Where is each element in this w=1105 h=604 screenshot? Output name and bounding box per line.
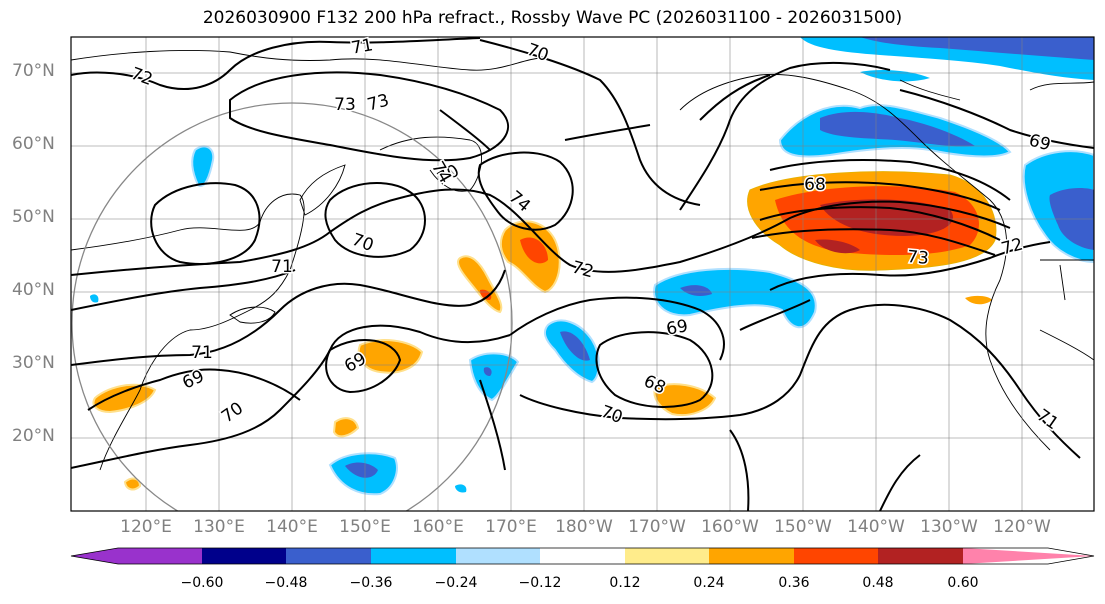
positive-anomaly-ne-pacific-max	[820, 199, 953, 236]
colorbar-swatch-5	[540, 548, 625, 564]
contour-label: 71	[350, 35, 375, 58]
colorbar-swatch-6	[625, 548, 709, 564]
lat-label-60n: 60°N	[12, 134, 55, 154]
contour-label: 71	[191, 343, 213, 363]
lon-label-160w: 160°W	[701, 517, 759, 537]
colorbar-tick-label: 0.60	[947, 575, 979, 591]
shaded-anomalies	[90, 37, 1094, 496]
lon-label-120w: 120°W	[993, 517, 1051, 537]
negative-anomaly-160w	[653, 267, 817, 329]
lat-label-50n: 50°N	[12, 207, 55, 227]
lon-label-160e: 160°E	[412, 517, 464, 537]
colorbar-swatch-0	[118, 548, 202, 564]
lat-label-30n: 30°N	[12, 353, 55, 373]
lon-label-150w: 150°W	[774, 517, 832, 537]
colorbar-min-arrow	[71, 548, 118, 564]
contours	[71, 37, 1094, 511]
colorbar-swatch-2	[286, 548, 371, 564]
lon-label-130e: 130°E	[193, 517, 245, 537]
reference-circle	[71, 102, 513, 511]
colorbar-tick-label: 0.48	[862, 575, 894, 591]
colorbar-swatch-7	[709, 548, 794, 564]
colorbar-swatch-3	[371, 548, 456, 564]
lat-label-70n: 70°N	[12, 61, 55, 81]
colorbar-swatch-9	[878, 548, 963, 564]
contour-label: 69	[665, 316, 690, 339]
contour-label: 68	[804, 175, 826, 195]
contour-label: 71	[271, 257, 293, 277]
colorbar-tick-label: −0.48	[264, 575, 308, 591]
colorbar-swatch-1	[202, 548, 286, 564]
map-title: 2026030900 F132 200 hPa refract., Rossby…	[202, 8, 903, 28]
lon-label-170e: 170°E	[485, 517, 537, 537]
colorbar-tick-label: −0.36	[349, 575, 393, 591]
lon-label-130w: 130°W	[920, 517, 978, 537]
lon-label-140e: 140°E	[266, 517, 318, 537]
lon-label-140w: 140°W	[847, 517, 905, 537]
colorbar-tick-label: 0.12	[609, 575, 641, 591]
positive-anomaly-150e	[357, 339, 424, 374]
lon-label-180w: 180°W	[555, 517, 613, 537]
lon-label-120e: 120°E	[120, 517, 172, 537]
lon-label-170w: 170°W	[628, 517, 686, 537]
colorbar-tick-label: −0.12	[518, 575, 562, 591]
lat-label-20n: 20°N	[12, 426, 55, 446]
lat-label-40n: 40°N	[12, 280, 55, 300]
colorbar-swatch-4	[456, 548, 540, 564]
lon-label-150e: 150°E	[339, 517, 391, 537]
colorbar	[70, 547, 1095, 565]
colorbar-tick-label: 0.24	[693, 575, 725, 591]
colorbar-max-arrow	[963, 548, 1094, 564]
colorbar-swatch-8	[794, 548, 878, 564]
colorbar-tick-label: −0.24	[434, 575, 478, 591]
colorbar-tick-label: −0.60	[180, 575, 224, 591]
contour-label: 73	[334, 95, 356, 115]
map-frame	[70, 36, 1095, 512]
contour-label: 73	[906, 247, 929, 269]
colorbar-tick-label: 0.36	[778, 575, 810, 591]
